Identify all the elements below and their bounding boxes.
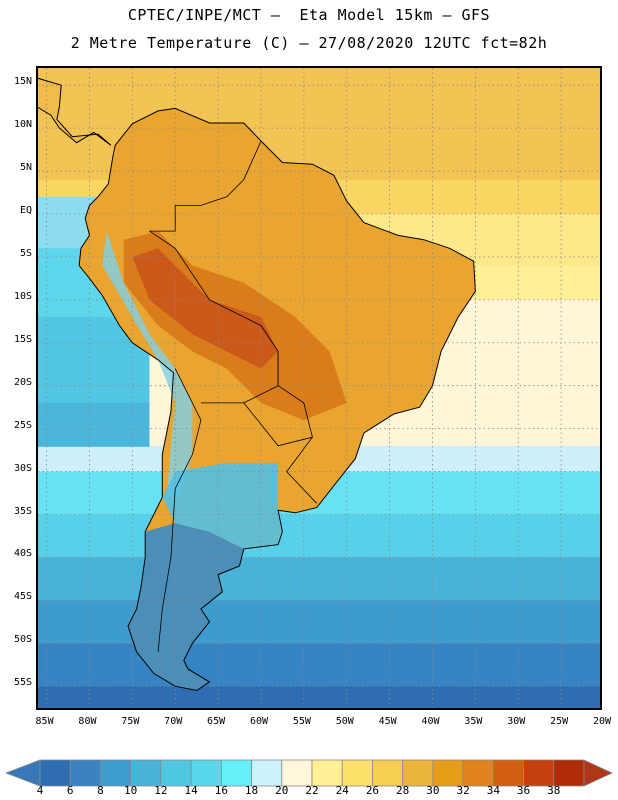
ocean-band [38,686,600,708]
colorbar-segment [492,759,524,787]
chart-title-line1: CPTEC/INPE/MCT – Eta Model 15km – GFS [127,6,491,24]
colorbar-segment [39,759,71,787]
longitude-label: 20W [592,716,612,727]
longitude-label: 65W [207,716,226,727]
longitude-label: 50W [335,716,354,727]
colorbar-segment [432,759,464,787]
longitude-label: 25W [550,716,569,727]
colorbar-label: 24 [335,784,349,797]
colorbar-segment [523,759,555,787]
latitude-label: 15S [13,333,32,345]
colorbar-segment [190,759,222,787]
colorbar-label: 26 [365,784,380,797]
colorbar-label: 38 [547,784,561,797]
ocean-band [38,514,600,559]
latitude-label: 50S [13,634,32,646]
colorbar-label: 18 [244,784,259,797]
colorbar-label: 36 [516,784,531,797]
ocean-band [38,557,600,602]
longitude-label: 85W [35,716,54,727]
colorbar-label: 32 [456,784,470,797]
map-panel [36,66,602,710]
lat-lon-gridlines [38,68,600,708]
latitude-label: 55S [13,677,32,689]
hot-zone [132,248,279,369]
colorbar-segment [372,759,404,787]
colorbar-segment [251,759,283,787]
colorbar-high-arrow [583,759,613,787]
colorbar-segment [341,759,373,787]
colorbar-segment [130,759,162,787]
temperature-map [38,68,600,708]
latitude-label: EQ [19,204,32,216]
latitude-label: 45S [13,591,32,603]
longitude-label: 40W [421,716,440,727]
colorbar-segment [100,759,132,787]
longitude-label: 70W [164,716,183,727]
latitude-label: 10N [13,119,32,131]
coastline [78,107,476,692]
longitude-label: 45W [378,716,397,727]
andes-cool-zone [102,231,193,498]
colorbar-segment [311,759,343,787]
longitude-label: 75W [121,716,140,727]
chart-title-line2: 2 Metre Temperature (C) – 27/08/2020 12U… [70,34,548,52]
longitude-label: 35W [464,716,483,727]
latitude-label: 5S [19,247,32,259]
colorbar-label: 10 [124,784,138,797]
colorbar-segment [220,759,252,787]
latitude-label: 25S [13,419,32,431]
colorbar-segment [160,759,192,787]
colorbar-label: 30 [426,784,440,797]
colorbar-label: 6 [66,784,74,797]
latitude-label: 10S [13,290,32,302]
ocean-band [38,643,600,688]
colorbar-label: 28 [396,784,410,797]
longitude-label: 80W [78,716,97,727]
longitude-label: 60W [249,716,268,727]
colorbar-label: 16 [214,784,228,797]
colorbar-label: 34 [486,784,500,797]
country-border [200,351,279,404]
colorbar-label: 14 [184,784,198,797]
pacific-band [38,402,150,447]
colorbar-label: 12 [154,784,168,797]
longitude-label: 30W [507,716,526,727]
longitude-label: 55W [292,716,311,727]
colorbar-segment [402,759,434,787]
pampas-cool-zone [162,463,283,549]
land-temperature-field [38,78,476,691]
latitude-label: 15N [13,76,32,88]
country-border [149,140,262,232]
colorbar-label: 4 [36,784,44,797]
latitude-label: 30S [13,462,32,474]
latitude-label: 40S [13,548,32,560]
coastline-central-america [38,77,112,146]
latitude-label: 35S [13,505,32,517]
ocean-band [38,600,600,645]
latitude-label: 5N [19,162,32,174]
colorbar-segment [281,759,313,787]
colorbar-label: 22 [305,784,319,797]
colorbar [4,759,613,787]
patagonia-cold-zone [128,523,244,691]
colorbar-low-arrow [4,759,41,787]
colorbar-label: 20 [275,784,289,797]
coastlines-and-borders [38,77,476,692]
colorbar-segment [462,759,494,787]
colorbar-segment [553,759,585,787]
country-border [157,368,202,652]
central-america [38,78,111,146]
country-border [243,402,313,447]
colorbar-segment [69,759,101,787]
colorbar-label: 8 [97,784,104,797]
latitude-label: 20S [13,376,32,388]
